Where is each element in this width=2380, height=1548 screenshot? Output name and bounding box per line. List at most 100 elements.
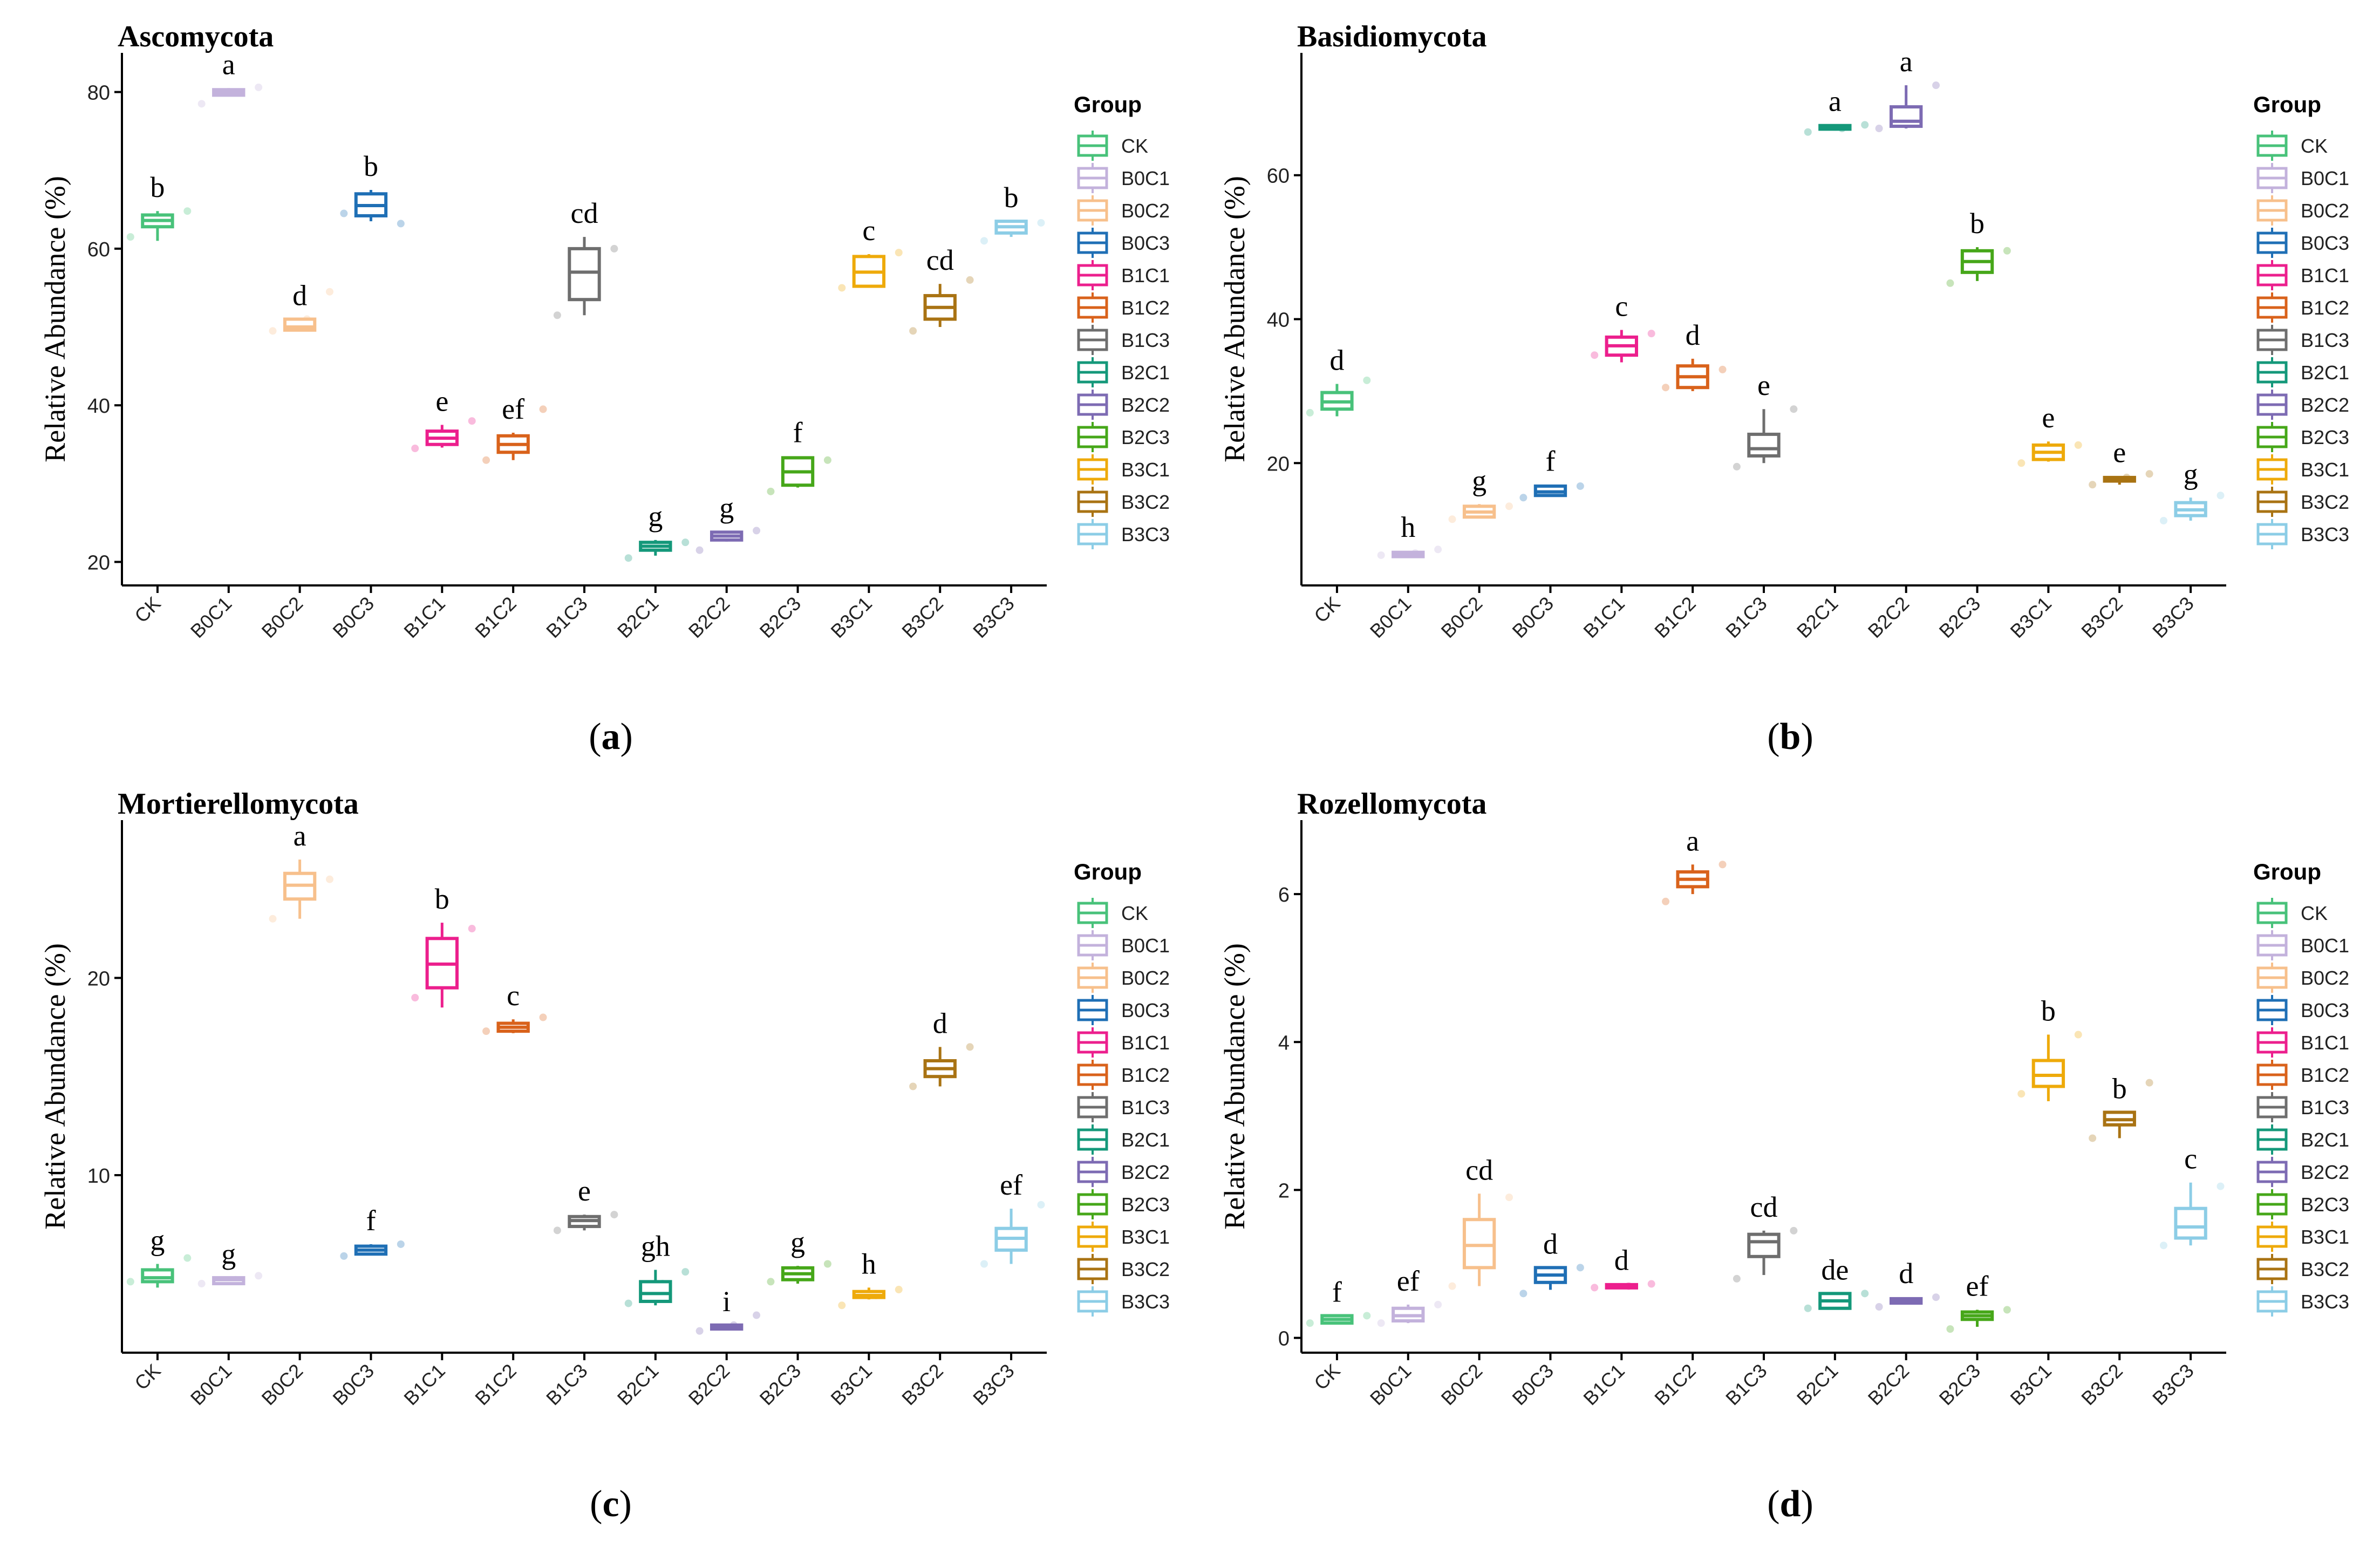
data-point — [753, 1311, 761, 1319]
legend-label: B2C2 — [1121, 394, 1170, 416]
x-tick-label: B1C1 — [399, 1360, 449, 1410]
legend-item-CK: CK — [1077, 898, 1148, 928]
legend-label: B0C3 — [1121, 232, 1170, 254]
data-point — [966, 1043, 974, 1051]
box-B1C2: c — [482, 979, 547, 1035]
box-B0C3: b — [340, 150, 405, 228]
x-tick-label: B3C3 — [969, 592, 1019, 643]
legend-label: CK — [1121, 902, 1148, 924]
legend-item-B1C2: B1C2 — [1077, 292, 1170, 323]
significance-letter: e — [578, 1175, 591, 1207]
box-B0C3: f — [1519, 445, 1584, 502]
significance-letter: g — [150, 1224, 165, 1257]
box-iqr — [639, 1280, 672, 1303]
data-point — [197, 1280, 206, 1288]
significance-letter: a — [1686, 824, 1699, 857]
y-axis-label: Relative Abundance (%) — [1218, 176, 1251, 462]
panel-title: Ascomycota — [118, 20, 274, 53]
data-point — [1861, 1290, 1869, 1298]
legend-item-B0C2: B0C2 — [1077, 195, 1170, 226]
data-point — [1434, 545, 1442, 554]
legend-item-CK: CK — [1077, 131, 1148, 161]
significance-letter: g — [790, 1226, 805, 1258]
panel-4: Rozellomycota 0 2 4 6 Relative Abundance (%) C… — [1218, 787, 2349, 1525]
data-point — [1790, 405, 1798, 413]
x-tick-label: B0C3 — [328, 1360, 378, 1410]
box-B2C2: d — [1875, 1257, 1940, 1311]
legend-item-B1C3: B1C3 — [1077, 1092, 1170, 1122]
legend-title: Group — [1074, 859, 1142, 884]
box-B3C3: g — [2159, 458, 2225, 524]
data-point — [1718, 861, 1727, 869]
data-point — [767, 1278, 775, 1286]
y-tick-label: 80 — [87, 82, 110, 105]
data-point — [1363, 376, 1371, 384]
data-point — [2089, 1134, 2097, 1142]
significance-letter: d — [1899, 1257, 1913, 1290]
box-B0C1: a — [197, 48, 263, 108]
data-point — [681, 538, 690, 547]
legend-label: B3C2 — [1121, 491, 1170, 513]
legend-label: B1C2 — [2301, 297, 2349, 319]
data-point — [553, 1226, 561, 1235]
data-point — [909, 1082, 917, 1090]
data-point — [895, 1286, 903, 1294]
box-B3C1: e — [2017, 401, 2082, 467]
box-iqr — [2174, 1206, 2207, 1240]
legend-label: B0C3 — [1121, 999, 1170, 1021]
data-point — [823, 456, 831, 464]
data-point — [269, 915, 277, 923]
legend-title: Group — [2253, 92, 2321, 117]
legend-item-B2C1: B2C1 — [2256, 357, 2349, 387]
significance-letter: f — [366, 1204, 376, 1237]
significance-letter: g — [1472, 464, 1486, 496]
data-point — [2017, 1090, 2026, 1098]
data-point — [411, 444, 419, 452]
box-B3C1: b — [2017, 995, 2082, 1101]
data-point — [2017, 459, 2026, 467]
legend-item-B0C2: B0C2 — [1077, 963, 1170, 993]
panel-letter: (b) — [1767, 716, 1813, 758]
data-point — [980, 1260, 988, 1268]
significance-letter: b — [2112, 1072, 2127, 1104]
legend-item-B2C3: B2C3 — [2256, 1189, 2349, 1219]
data-point — [1946, 279, 1954, 287]
data-point — [1875, 125, 1883, 133]
data-point — [1662, 897, 1670, 905]
significance-letter: c — [507, 979, 520, 1012]
box-B0C2: g — [1448, 464, 1513, 523]
legend-label: B0C1 — [1121, 167, 1170, 189]
box-B0C1: ef — [1377, 1265, 1442, 1327]
x-tick-label: B1C1 — [1579, 1360, 1629, 1410]
legend-label: B3C3 — [2301, 1291, 2349, 1313]
box-CK: f — [1306, 1276, 1371, 1327]
data-point — [255, 83, 263, 91]
significance-letter: c — [862, 214, 875, 247]
x-tick-label: B1C3 — [1721, 1360, 1771, 1410]
legend-label: B3C1 — [1121, 459, 1170, 481]
data-point — [1733, 462, 1741, 470]
significance-letter: d — [1543, 1228, 1558, 1260]
x-tick-label: B2C1 — [1792, 592, 1843, 643]
box-B2C1: g — [624, 500, 690, 562]
data-point — [2074, 1031, 2082, 1039]
x-tick-label: B3C2 — [2077, 592, 2127, 643]
legend-label: B2C1 — [1121, 362, 1170, 384]
legend-item-B1C3: B1C3 — [2256, 325, 2349, 355]
y-axis-label: Relative Abundance (%) — [1218, 943, 1251, 1230]
legend-item-B3C1: B3C1 — [2256, 1222, 2349, 1252]
box-B1C2: a — [1662, 824, 1727, 905]
significance-letter: d — [1614, 1244, 1629, 1277]
x-tick-label: B0C3 — [1508, 1360, 1558, 1410]
data-point — [2217, 1182, 2225, 1190]
legend-label: B0C2 — [2301, 967, 2349, 989]
x-tick-label: B1C2 — [1650, 592, 1700, 643]
y-tick-label: 0 — [1278, 1328, 1290, 1351]
legend-label: B1C2 — [1121, 1064, 1170, 1086]
data-point — [411, 994, 419, 1001]
box-B1C1: b — [411, 883, 476, 1008]
data-point — [325, 288, 333, 296]
data-point — [1804, 128, 1812, 136]
significance-letter: ef — [1966, 1270, 1989, 1302]
data-point — [482, 456, 490, 464]
